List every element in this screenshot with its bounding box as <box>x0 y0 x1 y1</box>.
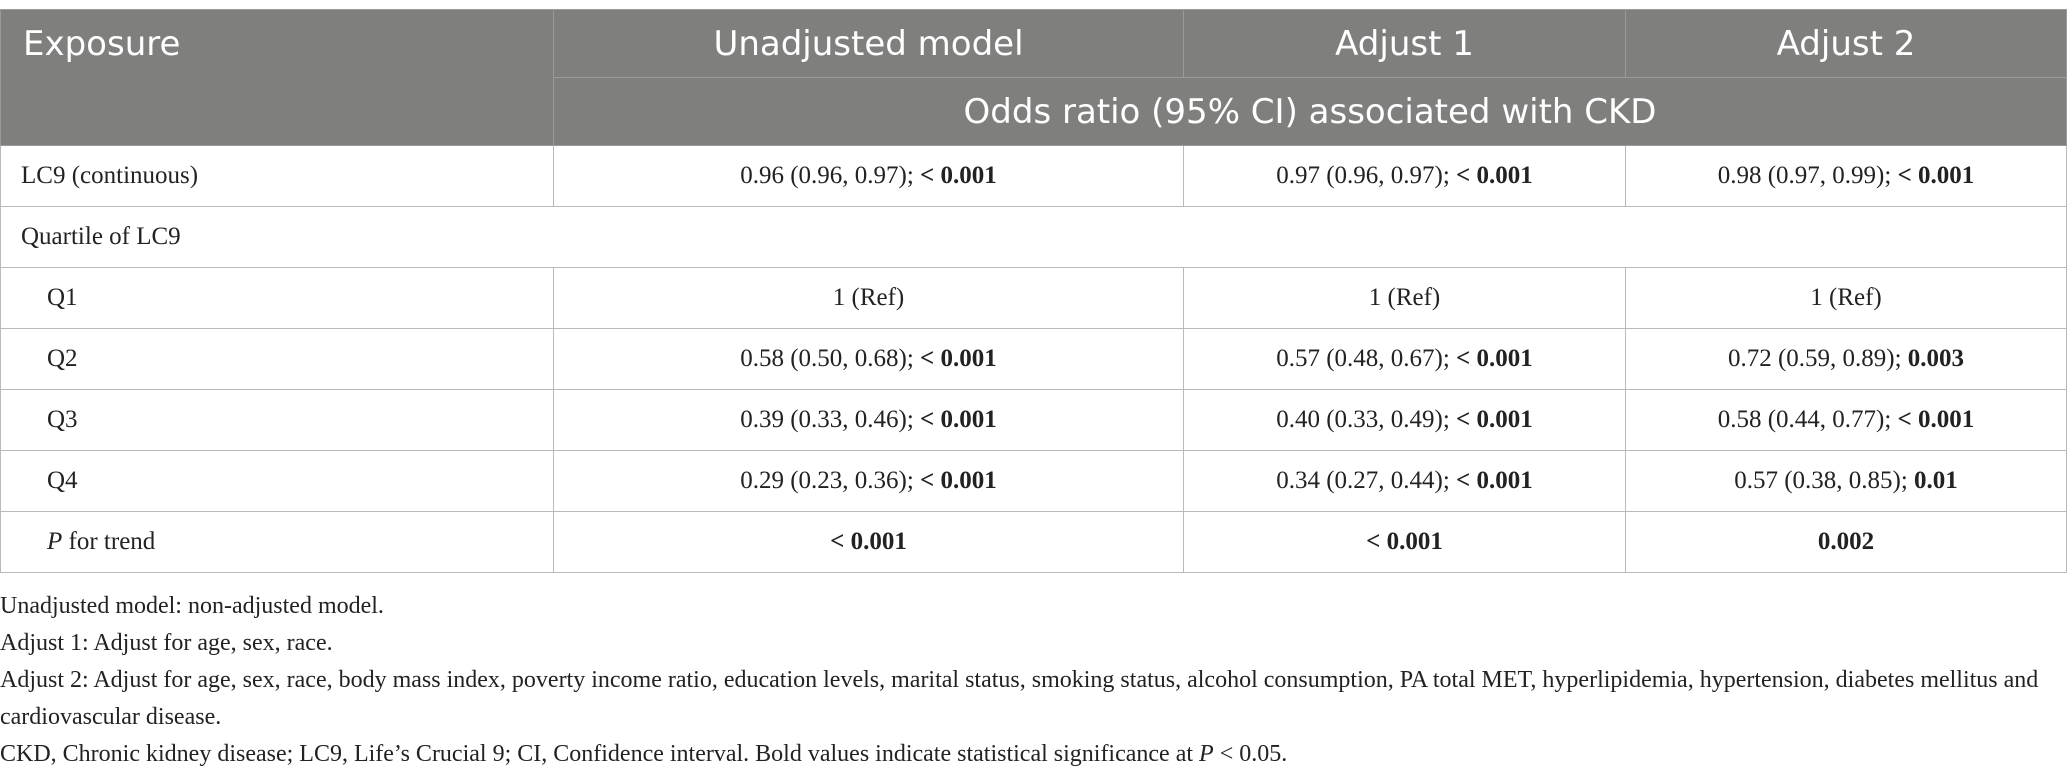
table-cell: 0.40 (0.33, 0.49); < 0.001 <box>1183 389 1626 451</box>
row-label: Q4 <box>0 450 554 512</box>
footnote-abbrev-text: CKD, Chronic kidney disease; LC9, Life’s… <box>0 741 1200 767</box>
footnote-abbrev-end: < 0.05. <box>1213 741 1288 767</box>
estimate: 0.58 (0.44, 0.77); <box>1717 406 1892 433</box>
header-adjust1: Adjust 1 <box>1183 9 1626 78</box>
results-table-container: Exposure Unadjusted model Adjust 1 Adjus… <box>0 9 2067 573</box>
p-value: < 0.001 <box>830 528 907 555</box>
table-cell: 0.58 (0.44, 0.77); < 0.001 <box>1625 389 2067 451</box>
p-value: < 0.001 <box>920 467 997 494</box>
table-cell: 1 (Ref) <box>1625 267 2067 329</box>
table-cell: 0.72 (0.59, 0.89); 0.003 <box>1625 328 2067 390</box>
table-row: Q2 0.58 (0.50, 0.68); < 0.001 0.57 (0.48… <box>0 328 2067 390</box>
table-cell: 0.39 (0.33, 0.46); < 0.001 <box>553 389 1184 451</box>
subheader-row: Odds ratio (95% CI) associated with CKD <box>1 77 2067 146</box>
table-row: P for trend < 0.001 < 0.001 0.002 <box>0 511 2067 573</box>
estimate: 0.40 (0.33, 0.49); <box>1276 406 1450 433</box>
estimate: 0.72 (0.59, 0.89); <box>1727 345 1902 372</box>
table-header: Exposure Unadjusted model Adjust 1 Adjus… <box>0 9 2067 146</box>
footnote-adjust2: Adjust 2: Adjust for age, sex, race, bod… <box>0 667 2039 730</box>
row-label-text: for trend <box>62 528 156 555</box>
p-symbol: P <box>1199 741 1214 767</box>
header-unadjusted: Unadjusted model <box>553 9 1184 78</box>
table-cell: 0.96 (0.96, 0.97); < 0.001 <box>553 145 1184 207</box>
table-footnotes: Unadjusted model: non-adjusted model. Ad… <box>0 588 2060 773</box>
table-row: Q3 0.39 (0.33, 0.46); < 0.001 0.40 (0.33… <box>0 389 2067 451</box>
p-value: < 0.001 <box>920 406 997 433</box>
table-cell: 0.97 (0.96, 0.97); < 0.001 <box>1183 145 1626 207</box>
p-value: 0.003 <box>1907 345 1965 372</box>
estimate: 0.57 (0.48, 0.67); <box>1276 345 1450 372</box>
footnote-unadjusted: Unadjusted model: non-adjusted model. <box>0 593 384 619</box>
estimate: 0.34 (0.27, 0.44); <box>1276 467 1450 494</box>
table-cell: 0.34 (0.27, 0.44); < 0.001 <box>1183 450 1626 512</box>
table-row: Quartile of LC9 <box>0 206 2067 268</box>
table-cell: 0.58 (0.50, 0.68); < 0.001 <box>553 328 1184 390</box>
footnote-adjust1: Adjust 1: Adjust for age, sex, race. <box>0 630 333 656</box>
p-value: < 0.001 <box>1366 528 1443 555</box>
footnote-abbreviations: CKD, Chronic kidney disease; LC9, Life’s… <box>0 736 2060 773</box>
table-body: LC9 (continuous) 0.96 (0.96, 0.97); < 0.… <box>0 145 2067 573</box>
estimate: 0.29 (0.23, 0.36); <box>740 467 914 494</box>
p-value: < 0.001 <box>1456 406 1533 433</box>
p-value: < 0.001 <box>1456 162 1533 189</box>
results-table: Exposure Unadjusted model Adjust 1 Adjus… <box>0 9 2067 573</box>
table-cell: 1 (Ref) <box>1183 267 1626 329</box>
table-row: LC9 (continuous) 0.96 (0.96, 0.97); < 0.… <box>0 145 2067 207</box>
row-label: P for trend <box>0 511 554 573</box>
group-label: Quartile of LC9 <box>0 206 2067 268</box>
estimate: 0.58 (0.50, 0.68); <box>740 345 914 372</box>
estimate: 0.39 (0.33, 0.46); <box>740 406 914 433</box>
table-row: Q4 0.29 (0.23, 0.36); < 0.001 0.34 (0.27… <box>0 450 2067 512</box>
p-value: 0.01 <box>1914 467 1958 494</box>
row-label: LC9 (continuous) <box>0 145 554 207</box>
table-cell: 0.98 (0.97, 0.99); < 0.001 <box>1625 145 2067 207</box>
row-label: Q3 <box>0 389 554 451</box>
header-row: Exposure Unadjusted model Adjust 1 Adjus… <box>0 9 2067 146</box>
p-value: < 0.001 <box>920 162 997 189</box>
header-adjust2: Adjust 2 <box>1625 9 2067 78</box>
table-cell: 1 (Ref) <box>553 267 1184 329</box>
table-cell: 0.29 (0.23, 0.36); < 0.001 <box>553 450 1184 512</box>
p-value: 0.002 <box>1817 528 1875 555</box>
header-odds-ratio: Odds ratio (95% CI) associated with CKD <box>553 77 2067 146</box>
p-value: < 0.001 <box>920 345 997 372</box>
row-label: Q1 <box>0 267 554 329</box>
table-cell: < 0.001 <box>553 511 1184 573</box>
table-row: Q1 1 (Ref) 1 (Ref) 1 (Ref) <box>0 267 2067 329</box>
table-cell: 0.57 (0.48, 0.67); < 0.001 <box>1183 328 1626 390</box>
p-value: < 0.001 <box>1456 345 1533 372</box>
p-value: < 0.001 <box>1456 467 1533 494</box>
p-symbol: P <box>47 528 63 555</box>
estimate: 0.97 (0.96, 0.97); <box>1276 162 1450 189</box>
p-value: < 0.001 <box>1897 406 1975 433</box>
estimate: 0.57 (0.38, 0.85); <box>1734 467 1908 494</box>
p-value: < 0.001 <box>1897 162 1975 189</box>
table-cell: < 0.001 <box>1183 511 1626 573</box>
table-cell: 0.57 (0.38, 0.85); 0.01 <box>1625 450 2067 512</box>
row-label: Q2 <box>0 328 554 390</box>
estimate: 0.98 (0.97, 0.99); <box>1717 162 1892 189</box>
table-cell: 0.002 <box>1625 511 2067 573</box>
header-exposure: Exposure <box>0 9 554 146</box>
estimate: 0.96 (0.96, 0.97); <box>740 162 914 189</box>
